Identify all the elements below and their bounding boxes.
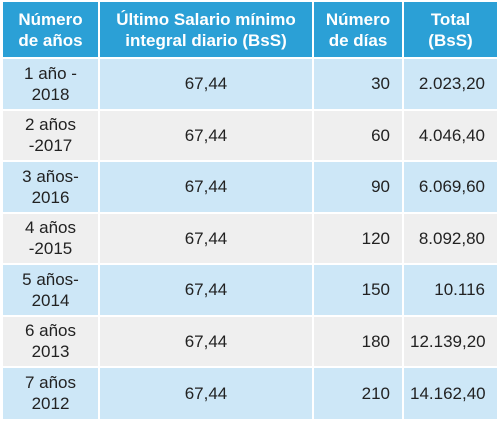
cell-years: 3 años- 2016 [3,160,100,213]
cell-total: 8.092,80 [403,211,497,264]
cell-years: 7 años 2012 [3,366,100,419]
table-row: 4 años -2015 67,44 120 8.092,80 [3,211,497,264]
header-row: Número de años Último Salario mínimo int… [3,2,497,58]
cell-years: 6 años 2013 [3,314,100,367]
cell-salary: 67,44 [99,263,314,316]
cell-days: 120 [313,211,404,264]
cell-days: 150 [313,263,404,316]
cell-days: 30 [313,57,404,110]
cell-salary: 67,44 [99,314,314,367]
table-row: 7 años 2012 67,44 210 14.162,40 [3,366,497,419]
table-body: 1 año - 2018 67,44 30 2.023,20 2 años -2… [3,57,497,419]
table-row: 2 años -2017 67,44 60 4.046,40 [3,108,497,161]
table-row: 1 año - 2018 67,44 30 2.023,20 [3,57,497,110]
cell-days: 180 [313,314,404,367]
cell-total: 10.116 [403,263,497,316]
table-row: 6 años 2013 67,44 180 12.139,20 [3,314,497,367]
header-salary: Último Salario mínimo integral diario (B… [99,2,314,58]
header-total: Total (BsS) [428,9,473,50]
cell-salary: 67,44 [99,366,314,419]
header-years: Número de años [3,2,100,58]
cell-total: 6.069,60 [403,160,497,213]
cell-salary: 67,44 [99,211,314,264]
cell-total: 14.162,40 [403,366,497,419]
table-row: 3 años- 2016 67,44 90 6.069,60 [3,160,497,213]
cell-years: 2 años -2017 [3,108,100,161]
cell-total: 4.046,40 [403,108,497,161]
cell-years: 1 año - 2018 [3,57,100,110]
cell-salary: 67,44 [99,108,314,161]
cell-salary: 67,44 [99,57,314,110]
salary-table: Número de años Último Salario mínimo int… [3,2,497,419]
cell-years: 4 años -2015 [3,211,100,264]
cell-salary: 67,44 [99,160,314,213]
cell-days: 60 [313,108,404,161]
cell-days: 90 [313,160,404,213]
cell-total: 2.023,20 [403,57,497,110]
table-row: 5 años- 2014 67,44 150 10.116 [3,263,497,316]
cell-total: 12.139,20 [403,314,497,367]
cell-days: 210 [313,366,404,419]
header-days: Número de días [313,2,404,58]
table-header: Número de años Último Salario mínimo int… [3,2,497,58]
cell-years: 5 años- 2014 [3,263,100,316]
